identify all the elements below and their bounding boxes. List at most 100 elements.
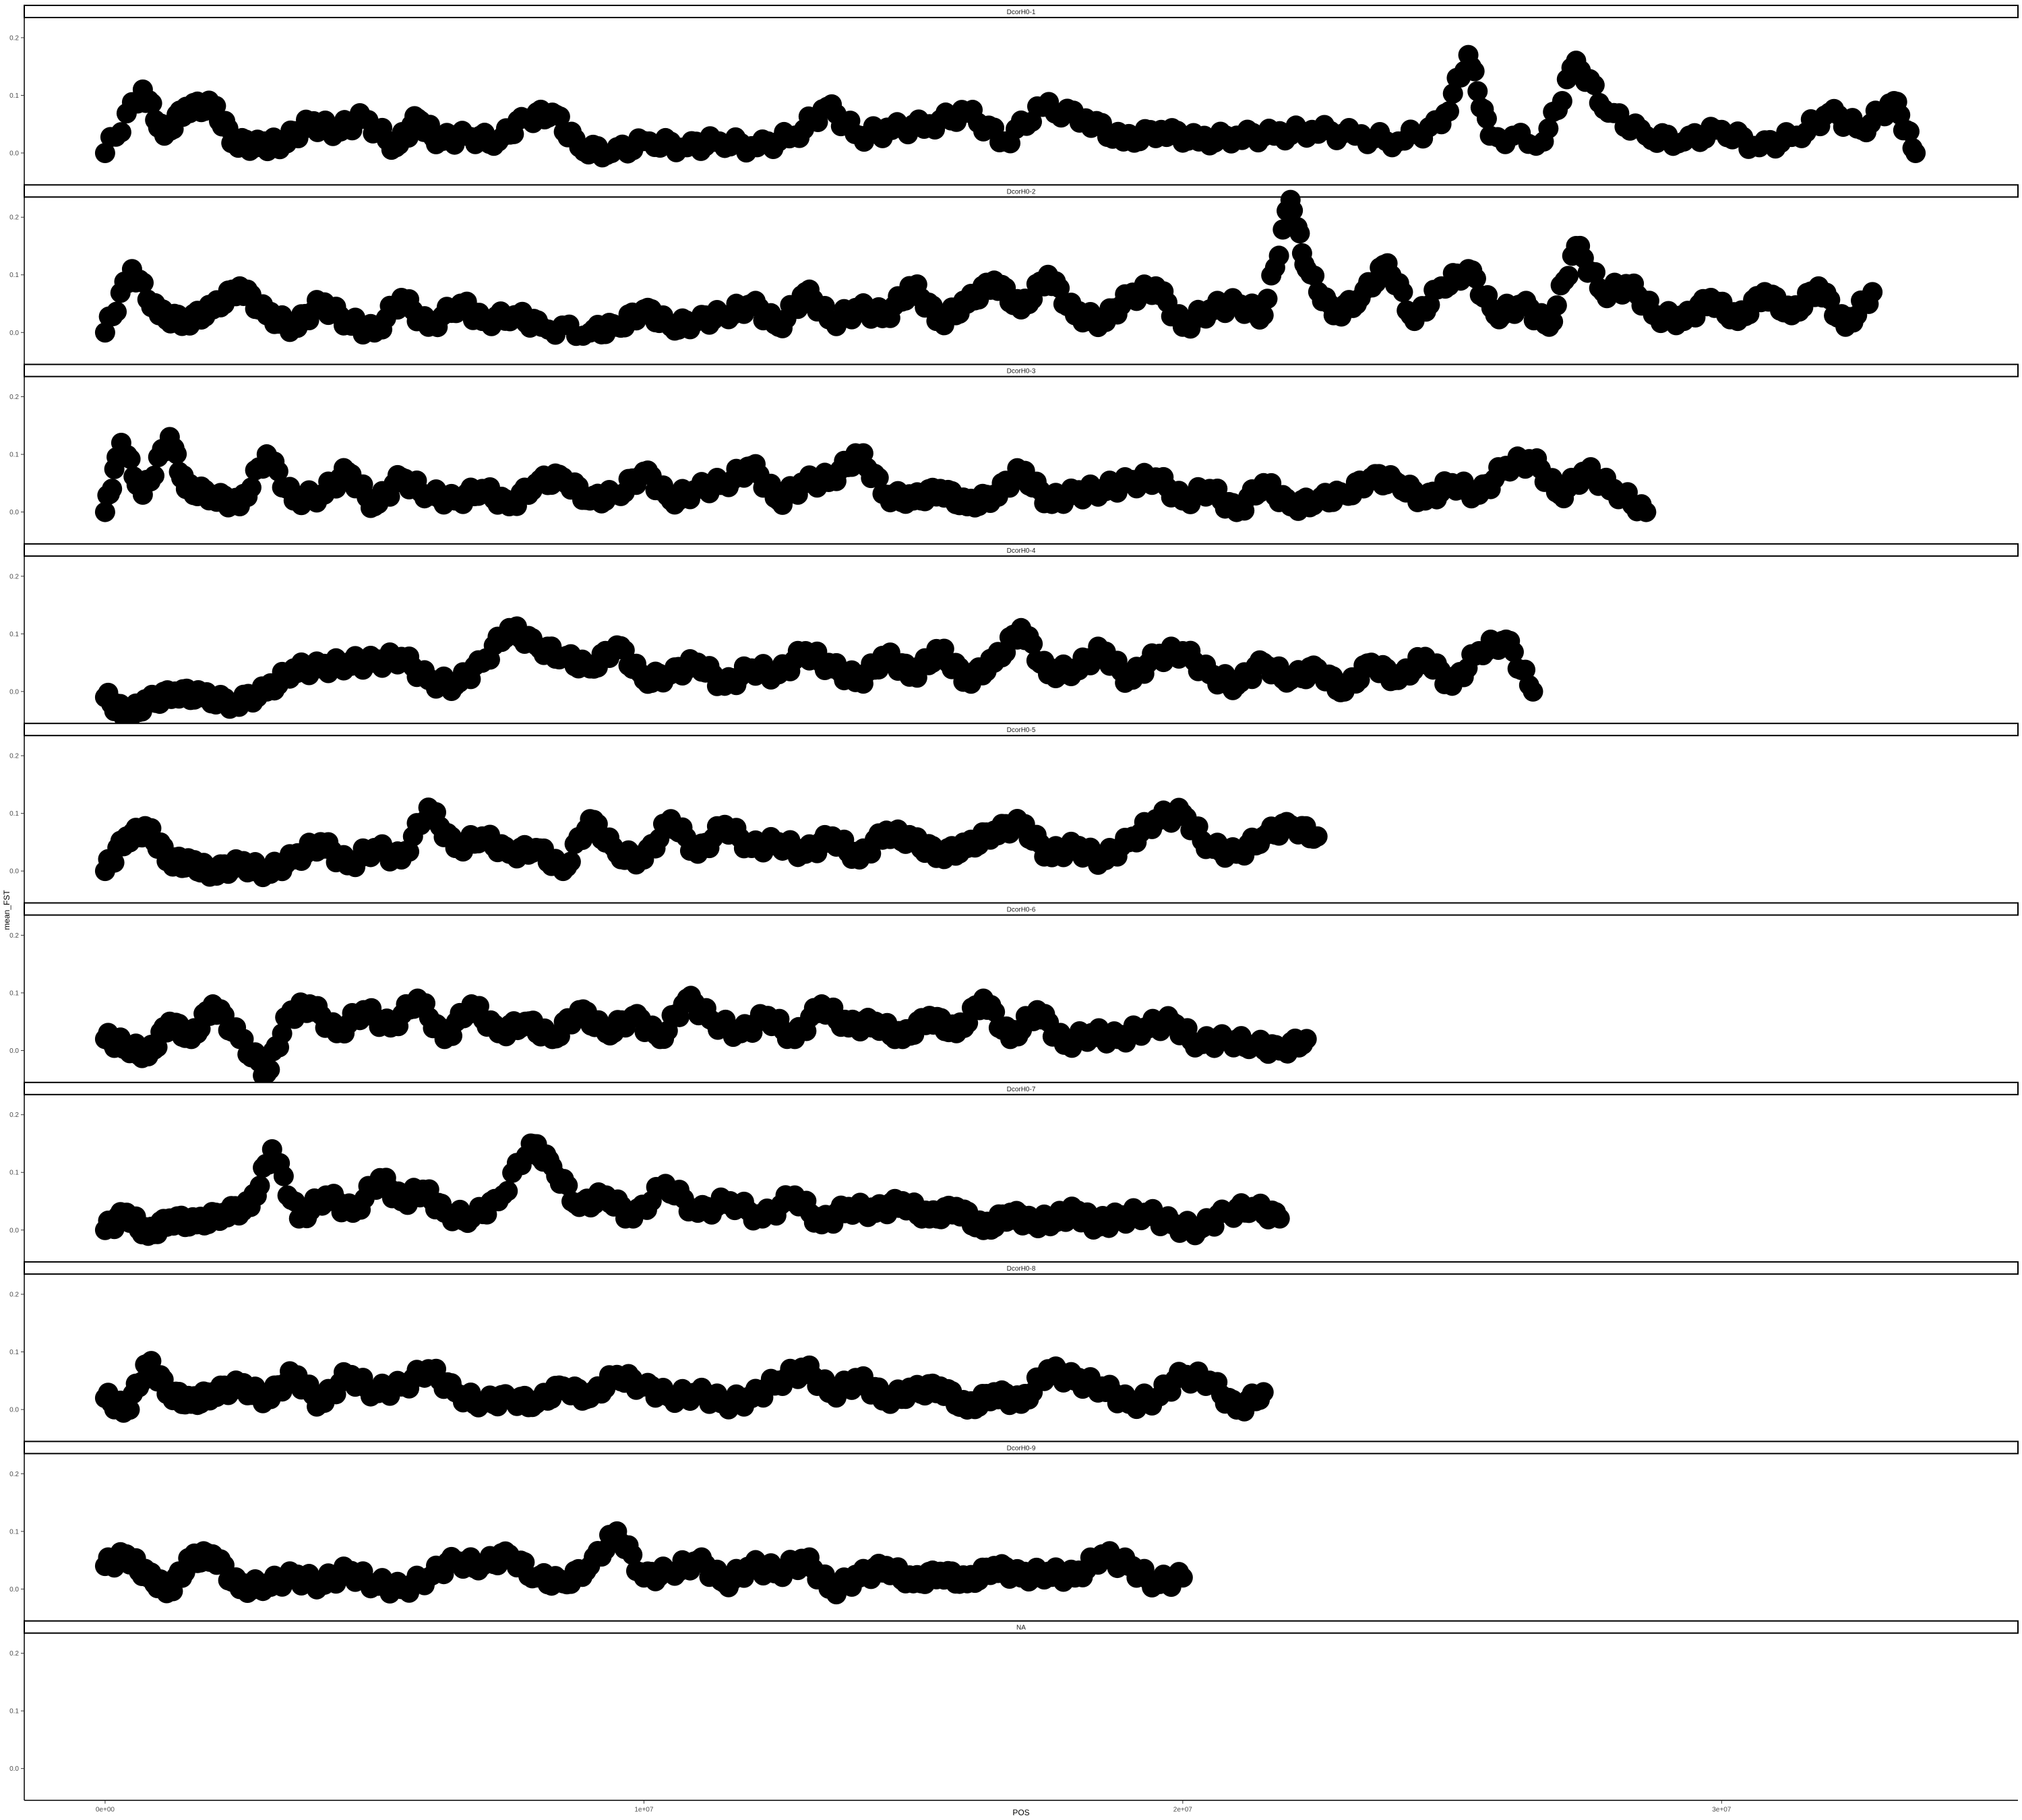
scatter-points: [94, 189, 1883, 346]
data-point-fill: [111, 122, 131, 143]
data-point: [1269, 1208, 1290, 1229]
scatter-points: [94, 44, 1926, 168]
y-tick-label: 0.2: [9, 1292, 19, 1299]
facet-strip: [24, 1261, 2019, 1275]
y-tick-label: 0.0: [9, 1586, 19, 1594]
y-tick-label: 0.0: [9, 509, 19, 516]
data-point: [1253, 305, 1274, 326]
data-point-fill: [1538, 118, 1559, 139]
data-point-fill: [1546, 295, 1567, 316]
data-point: [1253, 1382, 1274, 1403]
y-tick-label: 0.0: [9, 868, 19, 876]
data-point-fill: [259, 1059, 280, 1080]
data-point: [94, 502, 115, 522]
facet-strip: [24, 543, 2019, 557]
data-point-fill: [1515, 659, 1536, 680]
facet-strip: [24, 723, 2019, 737]
x-tick-label: 2e+07: [1173, 1807, 1193, 1814]
x-axis: 0e+00 1e+07 2e+07 3e+07: [24, 1799, 2018, 1814]
facet-strip-label: DcorH0-7: [1007, 1086, 1036, 1093]
y-tick-label: 0.2: [9, 394, 19, 401]
data-point-fill: [1438, 101, 1459, 122]
facet-panel: DcorH0-1 0.0 0.1 0.2: [9, 5, 2019, 185]
facet-panel: DcorH0-8 0.0 0.1 0.2: [9, 1261, 2019, 1442]
facet-panel: DcorH0-2 0.0 0.1 0.2: [9, 184, 2019, 365]
y-tick-label: 0.2: [9, 932, 19, 940]
data-point-fill: [133, 272, 154, 293]
y-tick-label: 0.0: [9, 1407, 19, 1414]
facet-panel: DcorH0-9 0.0 0.1 0.2: [9, 1440, 2019, 1621]
scatter-points: [94, 797, 1328, 888]
scatter-points: [94, 985, 1317, 1086]
data-point-fill: [1585, 262, 1605, 282]
facet-strip: [24, 1620, 2019, 1634]
data-point: [94, 142, 115, 163]
data-point-fill: [1584, 75, 1605, 96]
data-point-fill: [922, 295, 943, 316]
data-point-fill: [1543, 311, 1564, 332]
scatter-points: [94, 616, 1543, 730]
y-tick-label: 0.2: [9, 1112, 19, 1119]
data-point-fill: [273, 1165, 294, 1186]
x-axis-title: POS: [1012, 1808, 1029, 1817]
y-tick-label: 0.1: [9, 1708, 19, 1716]
y-tick-label: 0.0: [9, 1765, 19, 1773]
data-point-fill: [1476, 108, 1497, 129]
data-point-fill: [206, 96, 226, 117]
facet-strip: [24, 363, 2019, 377]
scatter-points: [94, 1133, 1290, 1246]
data-point-fill: [1268, 245, 1289, 266]
y-tick-label: 0.1: [9, 1170, 19, 1177]
y-axis-title: mean_FST: [2, 890, 11, 930]
data-point-fill: [166, 444, 187, 464]
y-tick-label: 0.0: [9, 688, 19, 696]
y-tick-label: 0.1: [9, 1349, 19, 1356]
data-point-fill: [272, 1023, 293, 1044]
data-point-fill: [1899, 121, 1920, 142]
data-point-fill: [985, 1002, 1006, 1023]
data-point-fill: [1558, 266, 1579, 286]
facet-strip: [24, 1081, 2019, 1095]
data-point-fill: [106, 301, 127, 322]
data-point: [1862, 282, 1883, 303]
data-point-fill: [399, 841, 420, 862]
data-point: [1636, 502, 1657, 522]
data-point-fill: [1257, 289, 1278, 309]
data-point-fill: [560, 851, 581, 872]
facet-strip-label: DcorH0-4: [1007, 547, 1036, 555]
facet-strip: [24, 184, 2019, 198]
data-point: [1523, 681, 1543, 702]
data-point-fill: [868, 467, 889, 488]
data-point-fill: [557, 1175, 578, 1196]
data-point-fill: [268, 461, 288, 482]
facet-strip: [24, 1440, 2019, 1455]
y-tick-label: 0.1: [9, 990, 19, 997]
data-point-fill: [958, 1012, 979, 1033]
y-tick-label: 0.2: [9, 573, 19, 580]
scatter-points: [94, 1351, 1274, 1423]
data-point-fill: [102, 479, 123, 499]
data-point-fill: [1022, 289, 1043, 309]
data-point-fill: [1465, 268, 1486, 289]
y-tick-label: 0.1: [9, 452, 19, 459]
y-tick-label: 0.2: [9, 753, 19, 760]
y-tick-label: 0.0: [9, 150, 19, 157]
facet-strip-label: DcorH0-1: [1007, 9, 1036, 16]
data-point-fill: [549, 106, 570, 127]
data-point-fill: [622, 1544, 643, 1565]
y-tick-label: 0.0: [9, 330, 19, 337]
x-tick-label: 0e+00: [96, 1807, 115, 1814]
facet-panel: DcorH0-4 0.0 0.1 0.2: [9, 543, 2019, 730]
facet-strip-label: DcorH0-5: [1007, 727, 1036, 734]
facet-strip-label: DcorH0-3: [1007, 368, 1036, 375]
data-point-fill: [1503, 642, 1524, 663]
y-tick-label: 0.1: [9, 631, 19, 638]
data-point-fill: [1552, 90, 1572, 111]
data-point-fill: [1021, 111, 1042, 132]
facet-panel: NA 0.0 0.1 0.2: [9, 1620, 2019, 1800]
data-point-fill: [497, 1180, 518, 1201]
data-point-fill: [241, 477, 262, 498]
data-point: [1905, 142, 1926, 163]
facet-strip: [24, 902, 2019, 916]
data-point: [1307, 826, 1328, 847]
